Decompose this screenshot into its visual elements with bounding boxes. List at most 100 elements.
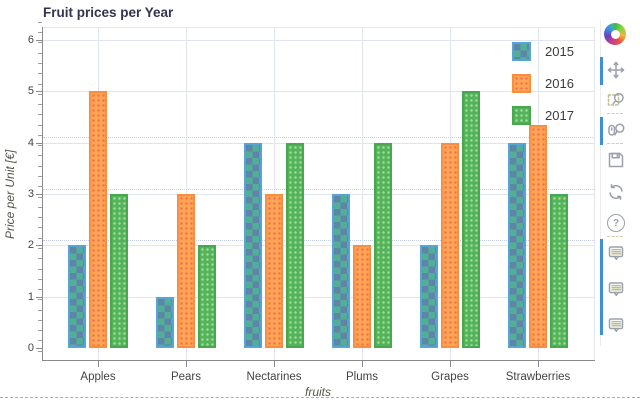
- y-minor-tick: [38, 135, 42, 136]
- y-minor-tick: [38, 32, 42, 33]
- bar-2015-strawberries[interactable]: [508, 143, 526, 348]
- y-axis-title: Price per Unit [€]: [3, 149, 17, 239]
- x-major-tick: [538, 361, 539, 367]
- y-minor-tick: [38, 114, 42, 115]
- x-tick-label: Pears: [170, 371, 202, 383]
- y-minor-tick: [38, 227, 42, 228]
- bar-2015-grapes[interactable]: [420, 245, 438, 348]
- toolbar-separator: [607, 113, 623, 114]
- y-minor-tick: [38, 166, 42, 167]
- legend-entry-2015: 2015: [512, 42, 574, 61]
- y-major-tick: [36, 297, 42, 298]
- bar-2017-nectarines[interactable]: [286, 143, 304, 348]
- y-major-tick: [36, 245, 42, 246]
- hover-tool-button-2015[interactable]: [605, 242, 627, 264]
- bar-2015-plums[interactable]: [332, 194, 350, 348]
- y-axis-line: [42, 27, 43, 361]
- y-minor-tick: [38, 42, 42, 43]
- y-minor-tick: [38, 176, 42, 177]
- y-minor-tick: [38, 84, 42, 85]
- box-zoom-tool-button[interactable]: [605, 89, 627, 111]
- x-major-tick: [274, 361, 275, 367]
- legend-label: 2016: [545, 76, 574, 91]
- page-bottom-rule: [0, 397, 640, 398]
- y-major-tick: [36, 40, 42, 41]
- bar-2017-pears[interactable]: [198, 245, 216, 348]
- bokeh-logo-icon[interactable]: [604, 23, 626, 45]
- toolbar-separator: [607, 143, 623, 144]
- h-gridline: [43, 245, 595, 246]
- toolbar-separator: [607, 236, 623, 237]
- y-tick-label: 2: [27, 239, 34, 251]
- y-minor-tick: [38, 279, 42, 280]
- bar-2017-strawberries[interactable]: [550, 194, 568, 348]
- hover-active-indicator: [600, 239, 603, 335]
- y-minor-tick: [38, 258, 42, 259]
- y-minor-tick: [38, 310, 42, 311]
- y-minor-tick: [38, 197, 42, 198]
- bar-2016-grapes[interactable]: [441, 143, 459, 348]
- y-minor-tick: [38, 340, 42, 341]
- legend-label: 2017: [545, 108, 574, 123]
- y-tick-label: 5: [27, 85, 34, 97]
- x-axis-title: fruits: [304, 385, 331, 399]
- help-tool-button[interactable]: ?: [605, 212, 627, 234]
- x-tick-label: Grapes: [431, 371, 469, 383]
- y-minor-tick: [38, 22, 42, 23]
- box-zoom-icon: [607, 92, 624, 106]
- x-major-tick: [362, 361, 363, 367]
- legend-entry-2016: 2016: [512, 74, 574, 93]
- h-gridline: [43, 297, 595, 298]
- legend-label: 2015: [545, 44, 574, 59]
- y-minor-tick: [38, 299, 42, 300]
- wheel-zoom-tool-button[interactable]: [605, 119, 627, 141]
- chart-title: Fruit prices per Year: [43, 5, 174, 20]
- y-tick-label: 0: [27, 342, 34, 354]
- save-icon: [608, 152, 624, 168]
- bar-2016-apples[interactable]: [89, 91, 107, 348]
- y-major-tick: [36, 91, 42, 92]
- bar-2015-nectarines[interactable]: [244, 143, 262, 348]
- y-minor-tick: [38, 269, 42, 270]
- v-gridline: [362, 27, 363, 361]
- bar-2016-nectarines[interactable]: [265, 194, 283, 348]
- y-minor-tick: [38, 125, 42, 126]
- legend-swatch-2016: [512, 74, 531, 93]
- hover-tool-button-2017[interactable]: [605, 314, 627, 336]
- legend: 2015 2016 2017: [512, 42, 574, 138]
- y-minor-tick: [38, 238, 42, 239]
- wheel-zoom-active-indicator: [600, 117, 603, 145]
- y-major-tick: [36, 348, 42, 349]
- x-major-tick: [186, 361, 187, 367]
- bar-2016-strawberries[interactable]: [529, 125, 547, 348]
- bar-2015-apples[interactable]: [68, 245, 86, 348]
- y-tick-label: 4: [27, 137, 34, 149]
- y-minor-tick: [38, 217, 42, 218]
- pan-active-indicator: [600, 57, 603, 85]
- pan-tool-button[interactable]: [605, 59, 627, 81]
- bar-2017-apples[interactable]: [110, 194, 128, 348]
- y-minor-tick: [38, 73, 42, 74]
- y-minor-tick: [38, 351, 42, 352]
- y-tick-label: 1: [27, 291, 34, 303]
- y-minor-tick: [38, 289, 42, 290]
- reset-tool-button[interactable]: [605, 181, 627, 203]
- help-icon: ?: [607, 214, 625, 232]
- bar-2016-pears[interactable]: [177, 194, 195, 348]
- bar-2015-pears[interactable]: [156, 297, 174, 348]
- x-axis-line: [42, 360, 595, 361]
- hover-tool-button-2016[interactable]: [605, 278, 627, 300]
- save-tool-button[interactable]: [605, 149, 627, 171]
- bar-2017-plums[interactable]: [374, 143, 392, 348]
- toolbar-divider: [600, 20, 601, 346]
- hover-icon: [608, 282, 624, 297]
- bar-2016-plums[interactable]: [353, 245, 371, 348]
- y-tick-label: 6: [27, 34, 34, 46]
- hover-icon: [608, 246, 624, 261]
- h-gridline: [43, 40, 595, 41]
- bar-2017-grapes[interactable]: [462, 91, 480, 348]
- y-minor-tick: [38, 155, 42, 156]
- h-gridline: [43, 91, 595, 92]
- h-gridline: [43, 194, 595, 195]
